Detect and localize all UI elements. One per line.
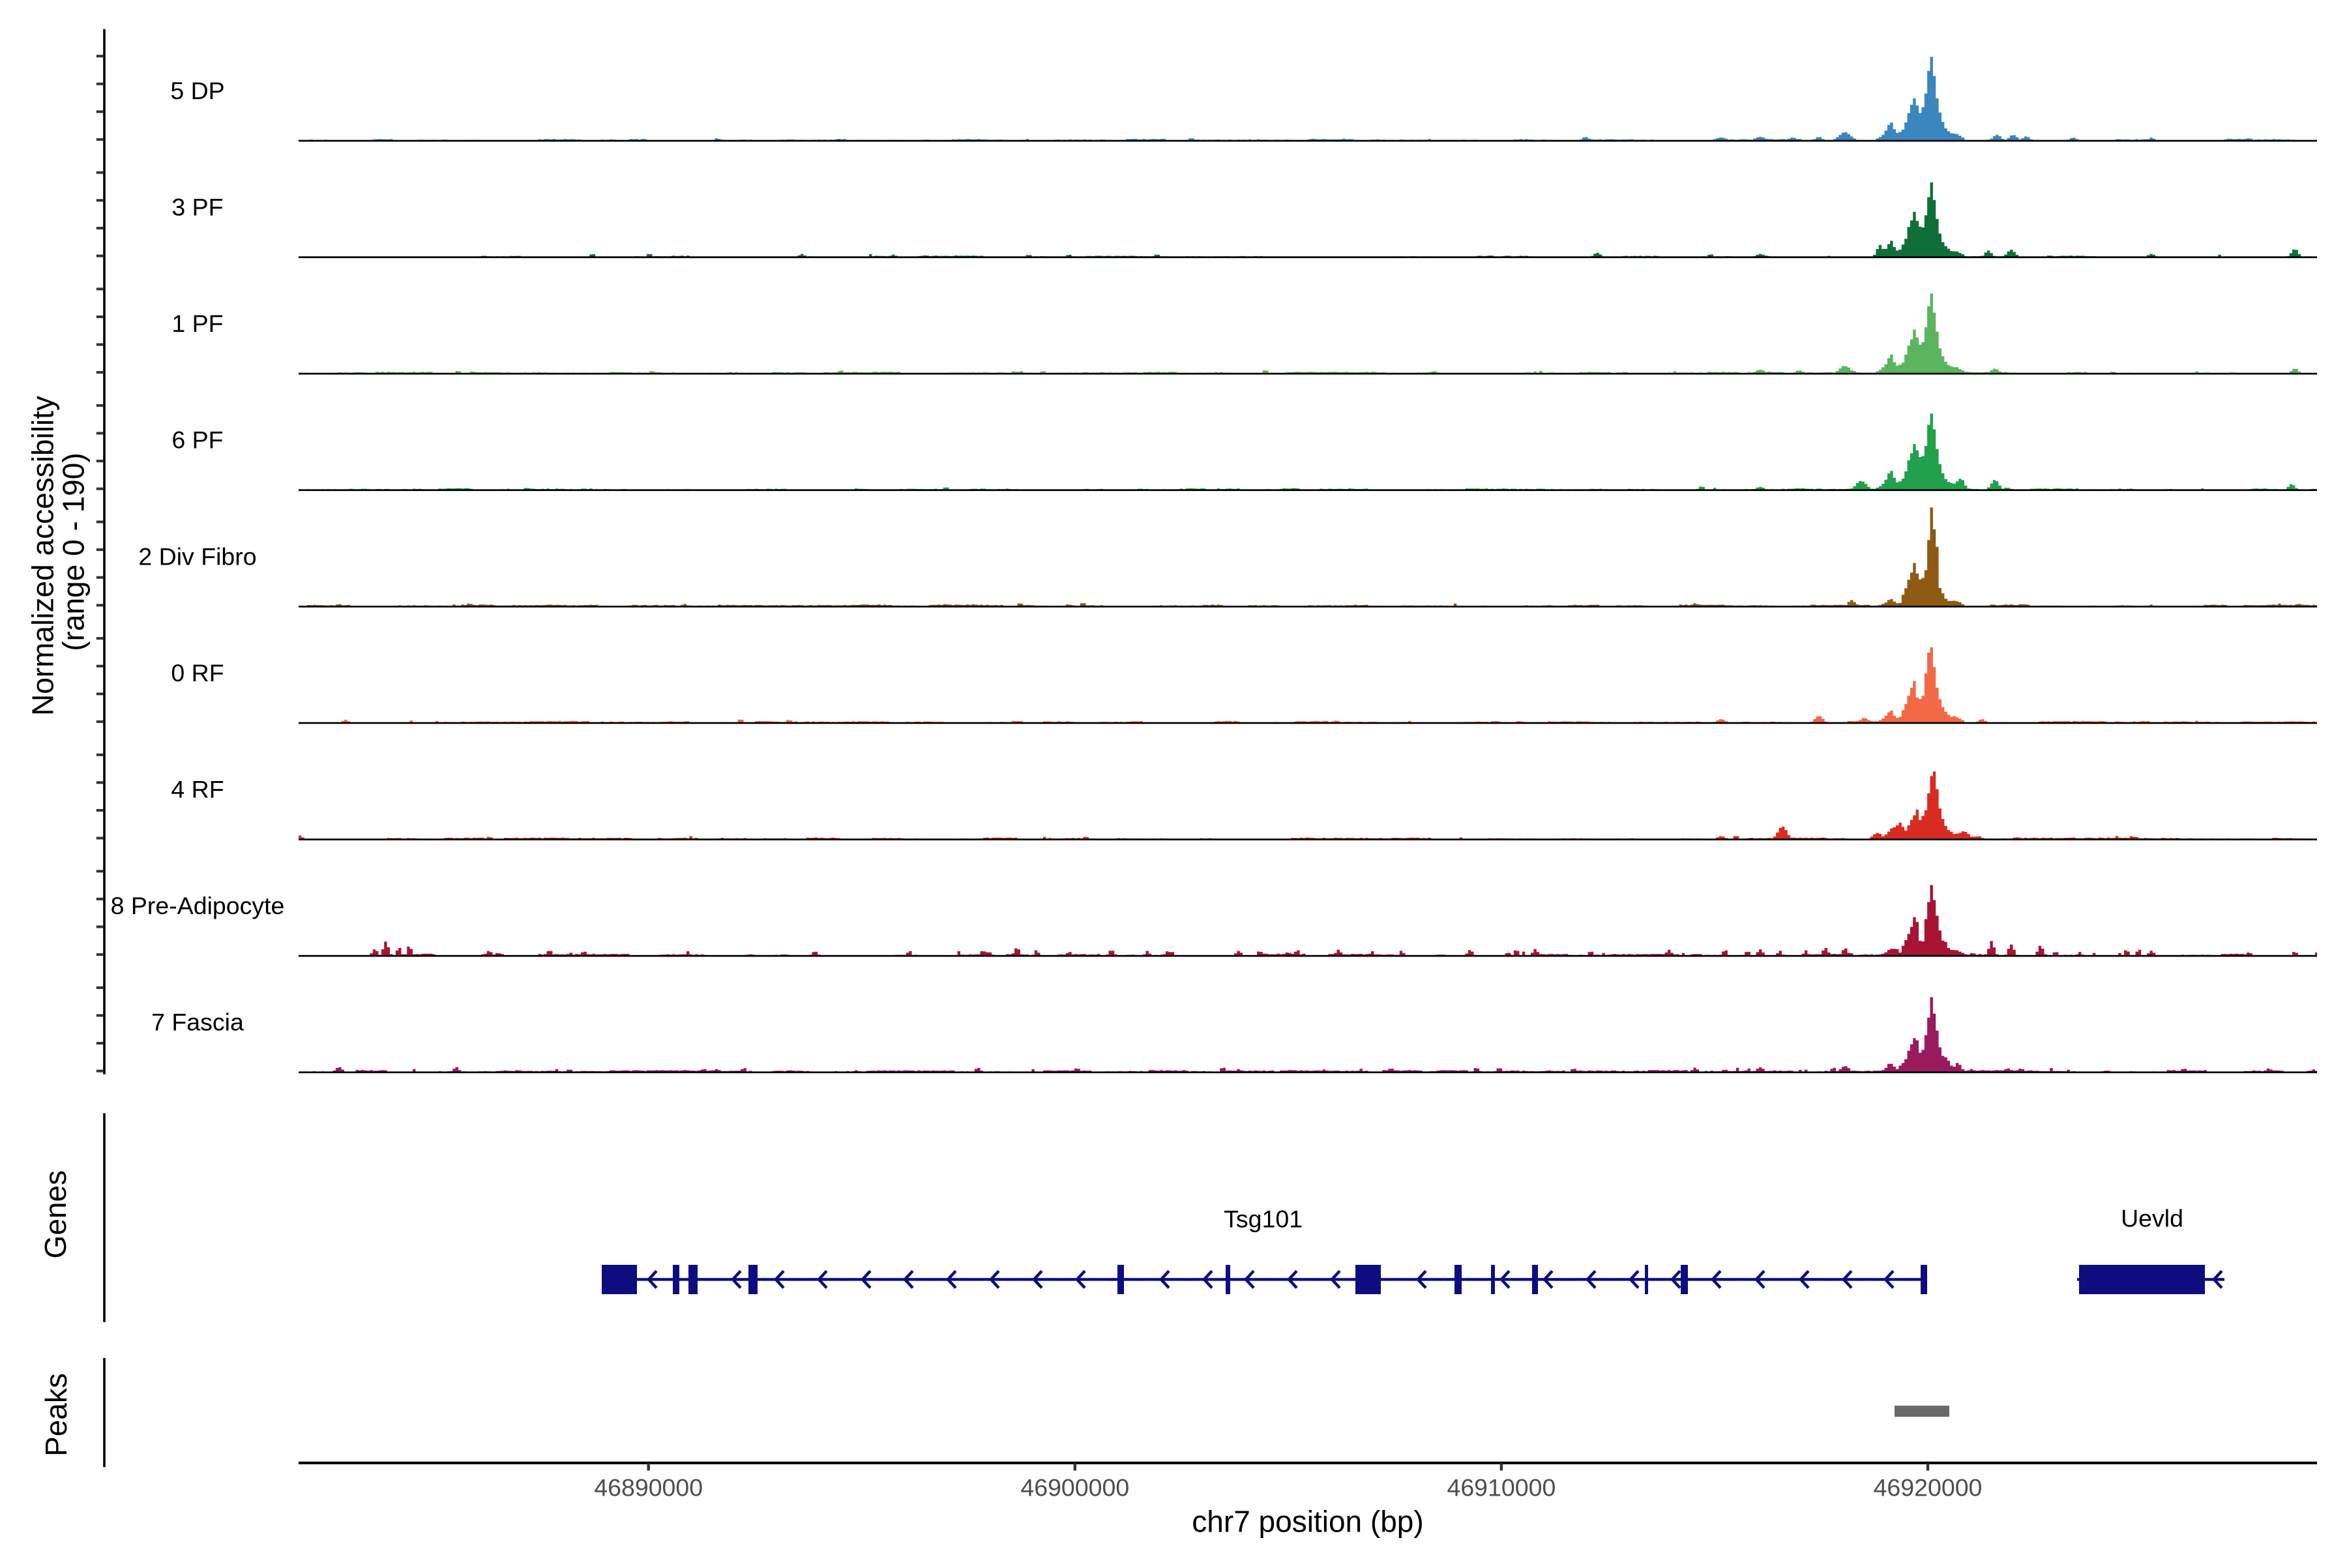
svg-text:Genes: Genes [38,1170,72,1259]
svg-text:chr7 position (bp): chr7 position (bp) [1192,1504,1423,1538]
svg-text:(range 0 - 190): (range 0 - 190) [57,452,91,651]
svg-text:7 Fascia: 7 Fascia [151,1009,244,1036]
svg-text:6 PF: 6 PF [171,426,223,454]
svg-text:46920000: 46920000 [1874,1473,1983,1501]
svg-text:Uevld: Uevld [2121,1205,2183,1232]
svg-text:2 Div Fibro: 2 Div Fibro [138,542,256,570]
svg-text:5 DP: 5 DP [170,77,224,104]
svg-text:4 RF: 4 RF [171,776,224,803]
svg-text:0 RF: 0 RF [171,659,224,687]
svg-text:Normalized accessibility: Normalized accessibility [26,396,60,716]
svg-text:3 PF: 3 PF [171,194,223,221]
svg-text:46910000: 46910000 [1447,1473,1556,1501]
svg-text:8 Pre-Adipocyte: 8 Pre-Adipocyte [111,892,285,919]
svg-text:Peaks: Peaks [39,1373,73,1457]
svg-text:46900000: 46900000 [1020,1473,1129,1501]
svg-text:1 PF: 1 PF [171,310,223,337]
svg-text:Tsg101: Tsg101 [1224,1206,1303,1233]
svg-text:46890000: 46890000 [594,1473,703,1501]
